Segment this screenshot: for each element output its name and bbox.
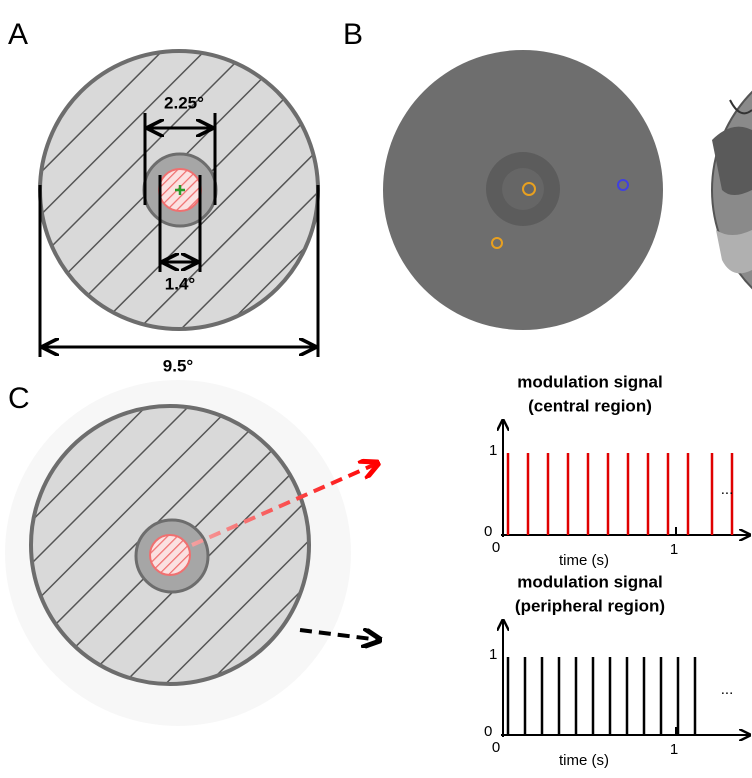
ellipsis: ... [721, 481, 734, 498]
figure: A 2.25° 1.4° 9.5° B C modulation signal (… [0, 0, 752, 778]
y-tick-label: 0 [484, 723, 492, 740]
x-tick-label: 0 [492, 539, 500, 556]
plot-title: (peripheral region) [515, 596, 665, 615]
natural-stimulus [712, 50, 752, 330]
y-tick-label: 1 [489, 646, 497, 663]
ellipsis: ... [721, 681, 734, 698]
dimension-label: 1.4° [165, 274, 196, 293]
panel-label: C [8, 382, 30, 415]
plot-title: (central region) [528, 396, 652, 415]
x-tick-label: 0 [492, 739, 500, 756]
y-tick-label: 0 [484, 523, 492, 540]
dimension-label: 2.25° [164, 93, 204, 112]
x-tick-label: 1 [670, 741, 678, 758]
y-tick-label: 1 [489, 442, 497, 459]
plot-title: modulation signal [517, 372, 662, 391]
panel-label: B [343, 18, 363, 51]
center-disk [150, 535, 190, 575]
plot-title: modulation signal [517, 572, 662, 591]
dimension-label: 9.5° [163, 356, 194, 375]
panel-label: A [8, 18, 28, 51]
x-axis-label: time (s) [559, 752, 609, 769]
x-axis-label: time (s) [559, 552, 609, 569]
x-tick-label: 1 [670, 541, 678, 558]
